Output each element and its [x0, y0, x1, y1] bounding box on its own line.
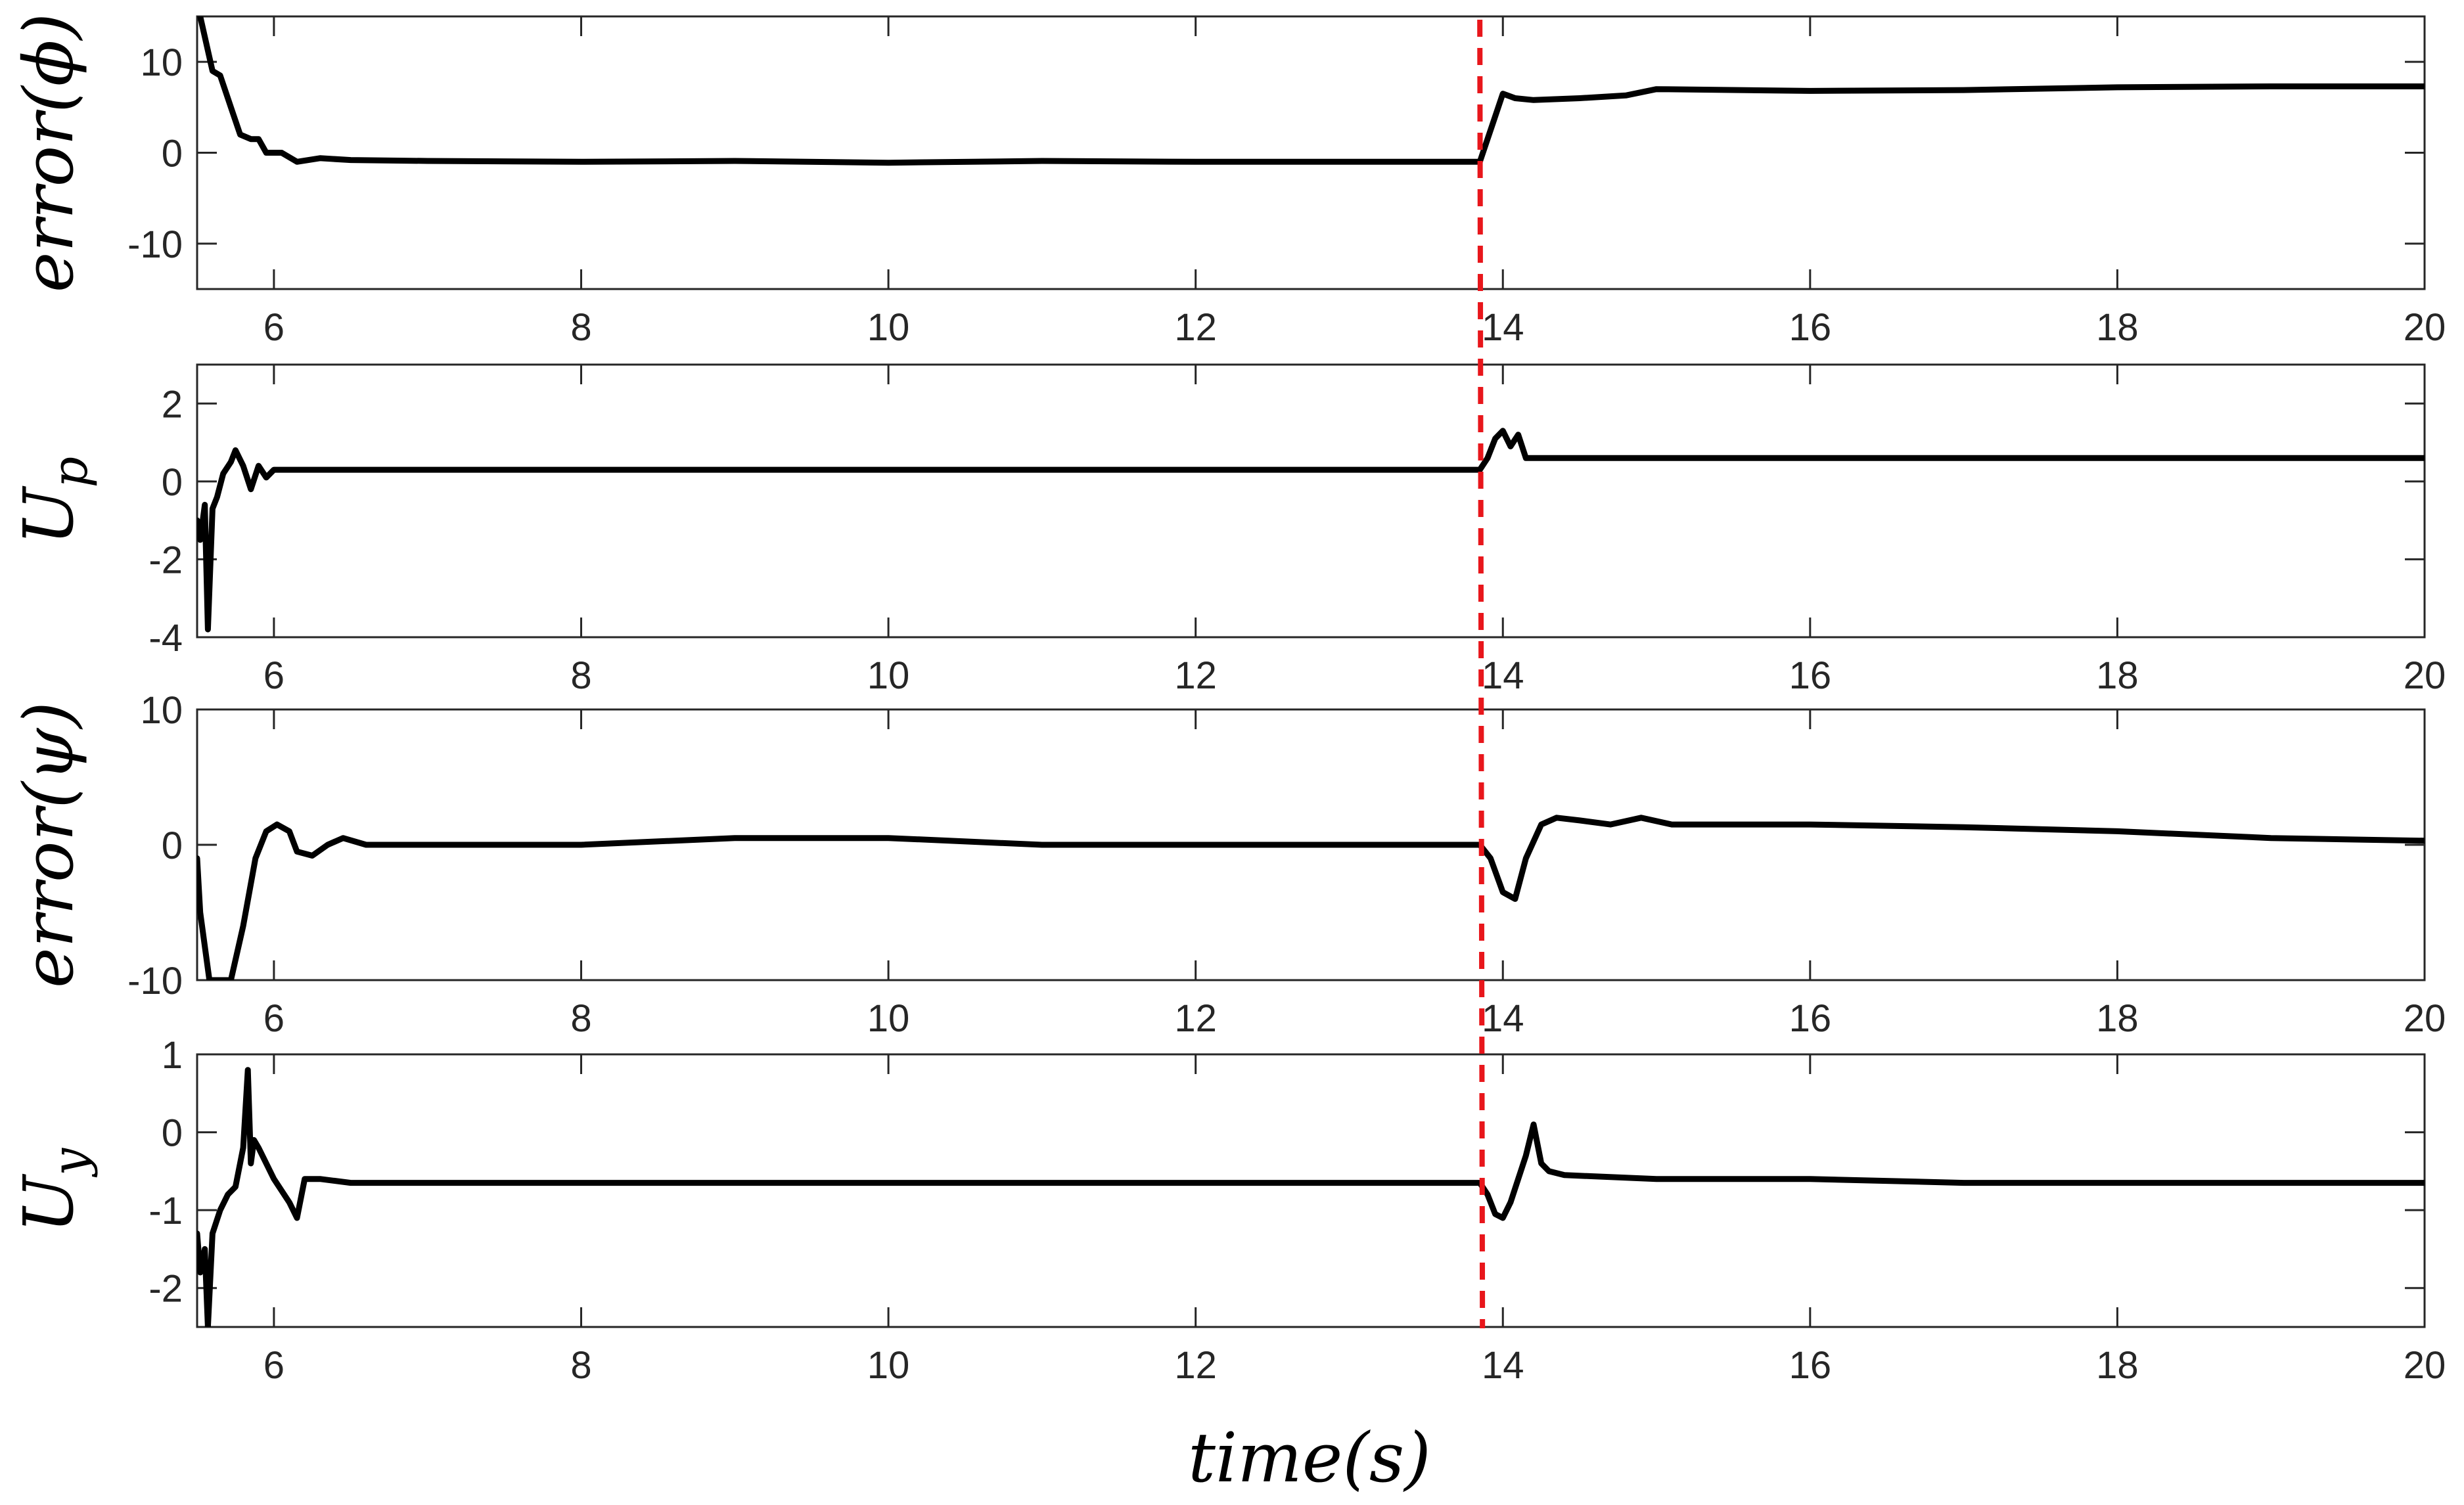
- y-tick-label: -10: [127, 960, 183, 1002]
- x-axis-label: time(s): [1188, 1418, 1431, 1498]
- x-tick-label: 16: [1789, 1344, 1832, 1387]
- x-tick-label: 14: [1482, 997, 1524, 1040]
- x-tick-label: 6: [263, 1344, 285, 1387]
- x-tick-label: 12: [1174, 1344, 1217, 1387]
- y-tick-label: 2: [162, 383, 183, 426]
- x-tick-label: 14: [1482, 1344, 1524, 1387]
- x-tick-label: 8: [570, 654, 591, 697]
- y-tick-label: 1: [162, 1034, 183, 1077]
- axes-box: [196, 15, 2426, 290]
- x-tick-label: 14: [1482, 306, 1524, 349]
- x-tick-label: 6: [263, 654, 285, 697]
- y-tick-label: 0: [162, 133, 183, 175]
- x-tick-label: 6: [263, 997, 285, 1040]
- x-tick-label: 18: [2096, 306, 2139, 349]
- y-tick-label: 10: [140, 689, 183, 732]
- x-tick-label: 10: [867, 306, 910, 349]
- y-tick-label: -4: [148, 617, 183, 660]
- y-tick-label: 0: [162, 824, 183, 867]
- series-line-1: [197, 428, 2425, 633]
- event-marker-line: [1477, 19, 1486, 1329]
- x-tick-label: 16: [1789, 654, 1832, 697]
- axes-box: [196, 1053, 2426, 1328]
- panel-3: 6 8 10 12 14 16 18 20 10 0 -10 error(ψ): [9, 689, 2446, 1040]
- x-tick-label: 20: [2404, 1344, 2446, 1387]
- x-tick-label: 16: [1789, 997, 1832, 1040]
- x-tick-label: 20: [2404, 654, 2446, 697]
- x-tick-label: 12: [1174, 306, 1217, 349]
- x-tick-label: 16: [1789, 306, 1832, 349]
- x-tick-label: 12: [1174, 654, 1217, 697]
- y-tick-label: -2: [148, 539, 183, 581]
- y-axis-label: Up: [9, 457, 99, 545]
- series-line-1: [197, 16, 2425, 166]
- x-tick-label: 14: [1482, 654, 1524, 697]
- x-tick-label: 12: [1174, 997, 1217, 1040]
- x-tick-label: 6: [263, 306, 285, 349]
- y-tick-label: -1: [148, 1190, 183, 1232]
- y-tick-label: -2: [148, 1268, 183, 1311]
- y-axis-label: Uy: [9, 1148, 99, 1234]
- y-tick-label: 0: [162, 1112, 183, 1155]
- series-line-1: [197, 1067, 2425, 1327]
- y-tick-label: 0: [162, 461, 183, 504]
- x-tick-label: 8: [570, 1344, 591, 1387]
- y-axis-label: error(ψ): [9, 702, 89, 988]
- x-tick-label: 20: [2404, 997, 2446, 1040]
- panel-1: 6 8 10 12 14 16 18 20 10 0 -10 error(ϕ): [9, 13, 2446, 349]
- axes-box: [196, 363, 2426, 639]
- x-tick-label: 18: [2096, 1344, 2139, 1387]
- x-tick-label: 10: [867, 654, 910, 697]
- x-tick-label: 10: [867, 997, 910, 1040]
- x-tick-label: 8: [570, 306, 591, 349]
- y-tick-label: 10: [140, 41, 183, 84]
- x-tick-label: 20: [2404, 306, 2446, 349]
- y-tick-label: -10: [127, 223, 183, 266]
- x-tick-label: 18: [2096, 997, 2139, 1040]
- x-tick-label: 18: [2096, 654, 2139, 697]
- x-tick-label: 10: [867, 1344, 910, 1387]
- y-axis-label: error(ϕ): [9, 13, 89, 292]
- series-line-1: [197, 815, 2425, 980]
- x-tick-label: 8: [570, 997, 591, 1040]
